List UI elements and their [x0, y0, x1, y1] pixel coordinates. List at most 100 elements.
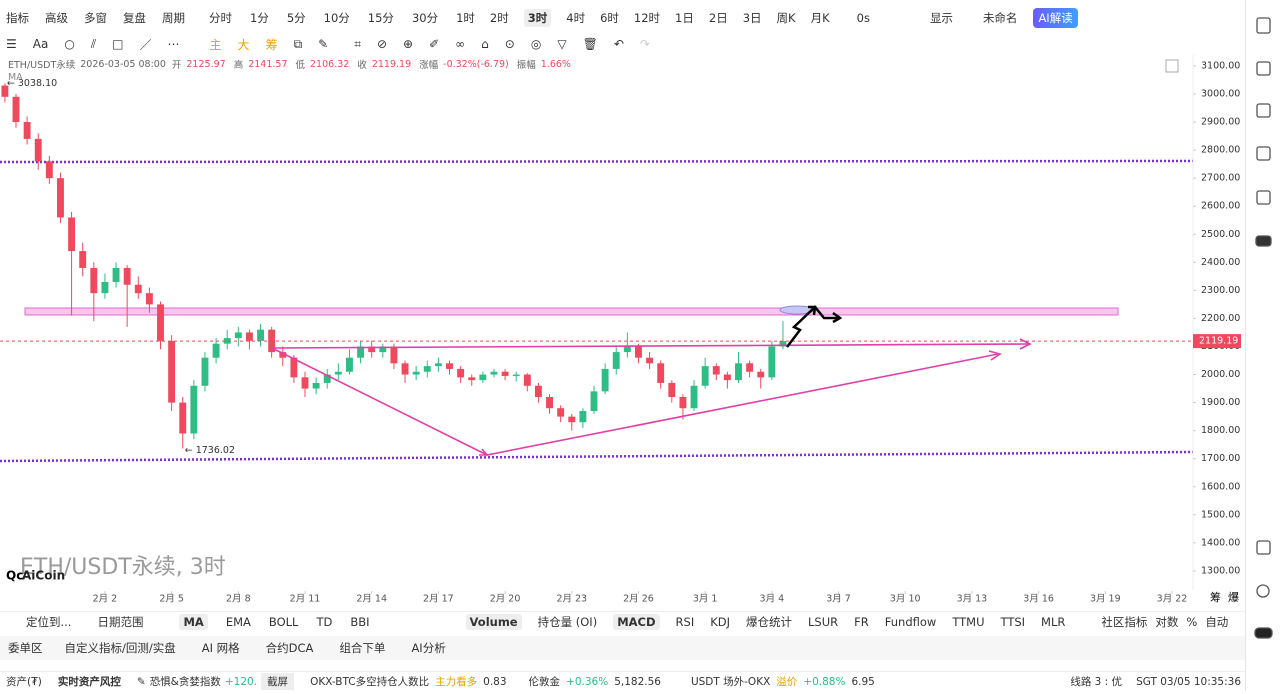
tool[interactable]: □ — [112, 37, 124, 51]
toolbar-item[interactable]: 指标 — [6, 10, 29, 25]
display[interactable]: 显示 — [929, 10, 953, 25]
period[interactable]: 4时 — [566, 10, 586, 25]
tab[interactable]: 自定义指标/回测/实盘 — [64, 641, 176, 655]
period[interactable]: 3日 — [742, 10, 762, 25]
sub-indicator[interactable]: 持仓量 (OI) — [537, 614, 598, 629]
tab[interactable]: 合约DCA — [265, 641, 314, 655]
tool[interactable]: ↷ — [639, 37, 650, 51]
tool[interactable]: ⊕ — [403, 37, 414, 51]
option[interactable]: 社区指标 — [1101, 614, 1148, 629]
candle-body — [301, 377, 309, 389]
tool[interactable]: ⌗ — [354, 36, 361, 51]
toolbar-item[interactable]: 周期 — [162, 10, 185, 25]
resistance-band — [24, 307, 1119, 316]
period[interactable]: 分时 — [209, 10, 232, 25]
period[interactable]: 6时 — [600, 10, 619, 25]
period[interactable]: 1日 — [675, 10, 694, 25]
tool[interactable]: ⧉ — [293, 36, 303, 51]
ma: MA — [8, 72, 23, 83]
period[interactable]: 5分 — [286, 10, 306, 25]
period[interactable]: 月K — [810, 10, 830, 25]
period[interactable]: 12时 — [633, 10, 661, 25]
tool[interactable]: ⊙ — [504, 37, 515, 51]
option[interactable]: 对数 — [1155, 614, 1179, 629]
x-tick-label: 3月 16 — [1023, 594, 1054, 605]
period[interactable]: 15分 — [367, 10, 394, 25]
sub-indicator[interactable]: FR — [854, 614, 869, 629]
nav[interactable]: 日期范围 — [97, 614, 144, 629]
tool[interactable]: ▽ — [557, 37, 567, 51]
toolbar-item[interactable]: 复盘 — [123, 10, 146, 25]
period[interactable]: 1时 — [456, 10, 475, 25]
tool[interactable]: ⫽ — [90, 36, 97, 51]
sub-indicator[interactable]: Volume — [465, 613, 522, 630]
x-tick-label: 3月 1 — [693, 594, 718, 605]
period[interactable]: 2时 — [489, 10, 509, 25]
toolbar-item[interactable]: 高级 — [45, 10, 68, 25]
tool[interactable]: 筹 — [265, 37, 278, 52]
sub-indicator[interactable]: RSI — [675, 614, 695, 629]
tool[interactable]: ⊘ — [376, 37, 388, 51]
layout-name[interactable]: 未命名 — [982, 10, 1018, 25]
period[interactable]: 周K — [776, 10, 796, 25]
tool[interactable]: ∞ — [455, 37, 466, 51]
fear-greed[interactable]: 恐惧&贪婪指数 — [149, 676, 221, 688]
assets[interactable]: 资产(₮) — [6, 676, 42, 688]
option[interactable]: % — [1186, 614, 1198, 629]
x-tick-label: 2月 5 — [159, 594, 184, 605]
nav[interactable]: 定位到... — [26, 614, 72, 629]
tool[interactable]: ⋯ — [167, 37, 180, 51]
candle-body — [12, 96, 20, 123]
tool[interactable]: ／ — [139, 37, 152, 52]
main-indicator[interactable]: TD — [316, 614, 333, 629]
main-indicator[interactable]: MA — [179, 613, 208, 630]
sub-indicator[interactable]: KDJ — [710, 614, 731, 629]
period[interactable]: 10分 — [323, 10, 350, 25]
main-indicator[interactable]: BOLL — [268, 614, 299, 629]
sub-indicator[interactable]: 爆仓统计 — [746, 614, 793, 629]
tool[interactable]: ↶ — [613, 37, 624, 51]
period[interactable]: 30分 — [411, 10, 439, 25]
option[interactable]: 自动 — [1205, 614, 1229, 629]
candle-body — [546, 396, 553, 409]
sidebar-icons — [1254, 17, 1273, 639]
candle-body — [212, 343, 220, 358]
sub-indicator[interactable]: MLR — [1041, 614, 1066, 629]
sub-indicator[interactable]: TTMU — [952, 614, 985, 629]
screenshot[interactable]: 截屏 — [261, 673, 295, 690]
tool[interactable]: 🗑 — [582, 37, 598, 51]
sub-indicator[interactable]: TTSI — [1000, 614, 1026, 629]
y-tick-label: 2900.00 — [1201, 117, 1240, 128]
candle-body — [468, 377, 476, 381]
risk[interactable]: 实时资产风控 — [57, 676, 121, 688]
tool[interactable]: 大 — [237, 37, 250, 52]
period[interactable]: 3时 — [523, 8, 552, 27]
period[interactable]: 1分 — [250, 10, 269, 25]
ai-button[interactable]: AI解读 — [1033, 7, 1078, 28]
main-indicator[interactable]: BBI — [350, 614, 370, 629]
candle-body — [523, 374, 531, 386]
tool[interactable]: Aa — [32, 37, 49, 51]
period[interactable]: 2日 — [708, 10, 728, 25]
tool[interactable]: ⌂ — [481, 37, 489, 51]
tool[interactable]: ☰ — [6, 37, 17, 51]
tool[interactable]: ◎ — [530, 37, 542, 51]
refresh[interactable]: 0s — [856, 10, 870, 25]
ls-tag: 主力看多 — [435, 676, 478, 688]
sub-indicator[interactable]: MACD — [613, 613, 660, 630]
candle-body — [346, 357, 353, 372]
toolbar-item[interactable]: 多窗 — [84, 10, 107, 25]
tab[interactable]: AI 网格 — [201, 641, 240, 655]
y-tick-label: 1300.00 — [1201, 565, 1240, 576]
tab[interactable]: 组合下单 — [339, 641, 386, 655]
tool[interactable]: ○ — [64, 37, 75, 51]
sub-indicator[interactable]: Fundflow — [884, 614, 937, 629]
tool[interactable]: ✎ — [318, 37, 329, 51]
tab[interactable]: AI分析 — [411, 641, 446, 655]
tab[interactable]: 委单区 — [8, 641, 43, 655]
tool[interactable]: ✐ — [429, 37, 440, 51]
candle-body — [201, 357, 209, 386]
sub-indicator[interactable]: LSUR — [808, 614, 839, 629]
main-indicator[interactable]: EMA — [225, 614, 251, 629]
tool[interactable]: 主 — [209, 37, 222, 52]
